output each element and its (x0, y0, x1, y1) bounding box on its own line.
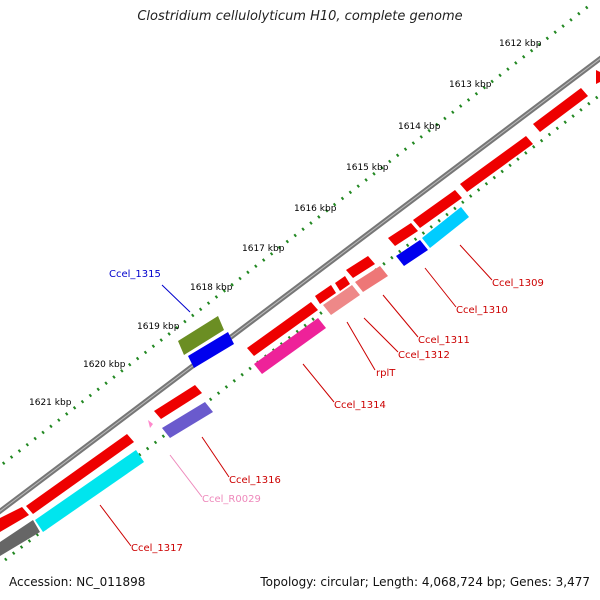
label-ccel-1315[interactable]: Ccel_1315 (109, 269, 161, 280)
label-ccel-r0029[interactable]: Ccel_R0029 (202, 494, 261, 505)
gene-ccel-1309[interactable] (596, 70, 600, 84)
forward-cds-track (0, 70, 600, 532)
gene-ccel-1309-c[interactable] (460, 136, 533, 192)
tick-label: 1621 kbp (29, 398, 72, 408)
gene-rplt-top[interactable] (335, 276, 350, 291)
label-ccel-1312[interactable]: Ccel_1312 (398, 350, 450, 361)
label-ccel-1314[interactable]: Ccel_1314 (334, 400, 386, 411)
tick-label: 1620 kbp (83, 360, 126, 370)
cog-ccel-1316[interactable] (162, 402, 213, 438)
tick-label: 1616 kbp (294, 204, 337, 214)
label-ccel-1317[interactable]: Ccel_1317 (131, 543, 183, 554)
label-ccel-1309[interactable]: Ccel_1309 (492, 278, 544, 289)
genome-summary-text: Topology: circular; Length: 4,068,724 bp… (260, 575, 590, 589)
gene-ccel-1314-top[interactable] (247, 302, 318, 356)
label-ccel-1316[interactable]: Ccel_1316 (229, 475, 281, 486)
tick-label: 1612 kbp (499, 39, 542, 49)
cog-ccel-1315-green[interactable] (178, 316, 224, 355)
tick-label: 1613 kbp (449, 80, 492, 90)
cog-ccel-1317[interactable] (35, 450, 144, 532)
gene-ccel-1316-top[interactable] (154, 385, 202, 419)
label-rplt[interactable]: rplT (376, 368, 396, 379)
rna-ccel-r0029[interactable] (148, 420, 153, 428)
tick-label: 1619 kbp (137, 322, 180, 332)
gene-small-top[interactable] (315, 285, 336, 304)
label-leaders (99, 244, 493, 547)
tick-label: 1615 kbp (346, 163, 389, 173)
cog-ccel-1309[interactable] (422, 207, 469, 248)
tick-label: 1617 kbp (242, 244, 285, 254)
label-ccel-1310[interactable]: Ccel_1310 (456, 305, 508, 316)
gene-ccel-1317-end[interactable] (0, 507, 29, 532)
gene-ccel-1310-top[interactable] (413, 190, 462, 228)
tick-label: 1614 kbp (398, 122, 441, 132)
outer-tick-ring (0, 3, 591, 468)
map-title: Clostridium cellulolyticum H10, complete… (137, 9, 463, 24)
genome-backbone-highlight (0, 58, 600, 512)
cog-ccel-1312[interactable] (323, 285, 360, 315)
gene-ccel-1312-top[interactable] (346, 256, 375, 278)
label-ccel-1311[interactable]: Ccel_1311 (418, 335, 470, 346)
cog-ccel-1315-blue[interactable] (188, 332, 234, 368)
gene-ccel-1309-b[interactable] (533, 88, 588, 132)
tick-label: 1618 kbp (190, 283, 233, 293)
cog-ccel-1310[interactable] (396, 240, 428, 266)
cog-track (0, 207, 469, 556)
cog-ccel-1314[interactable] (254, 318, 326, 374)
cog-ccel-1317-gray[interactable] (0, 520, 40, 556)
accession-text: Accession: NC_011898 (9, 575, 146, 589)
gene-ccel-1311-top[interactable] (388, 223, 418, 246)
cog-ccel-1311[interactable] (355, 266, 388, 292)
gene-ccel-1317-top[interactable] (26, 434, 134, 514)
